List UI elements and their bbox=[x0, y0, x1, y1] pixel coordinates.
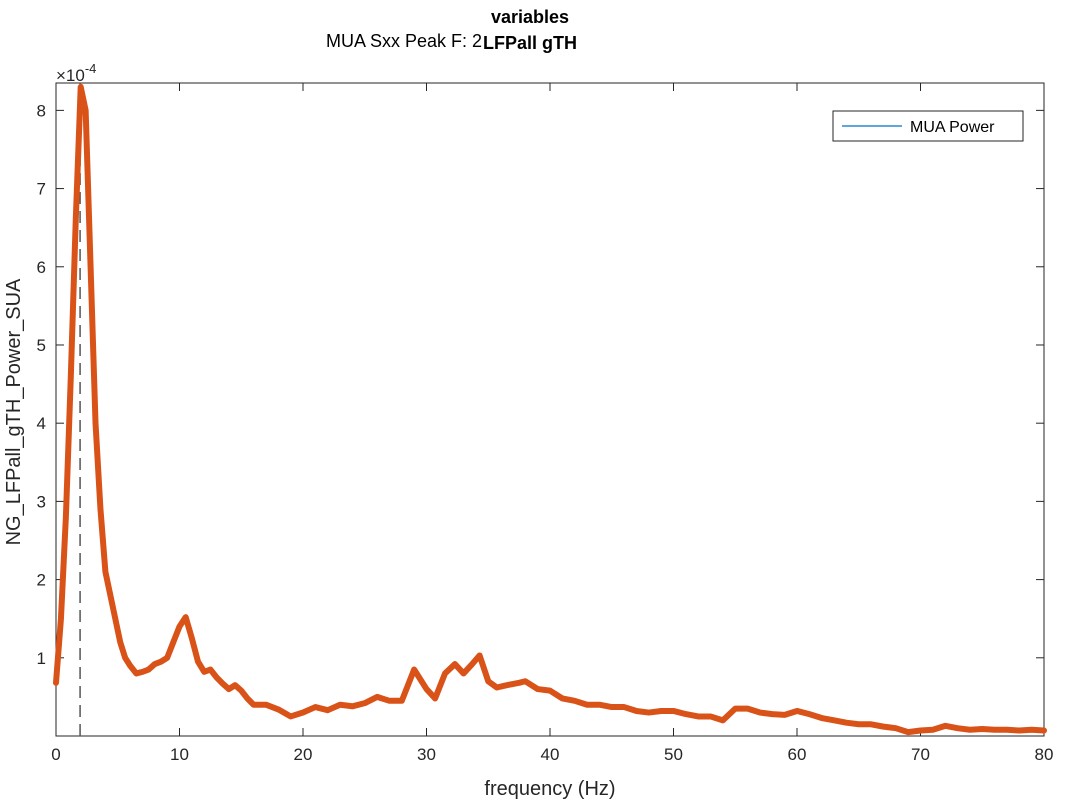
series-line-mua-power bbox=[53, 83, 1047, 736]
plot-area bbox=[55, 82, 1045, 737]
y-tick-label: 2 bbox=[37, 571, 46, 590]
legend: MUA Power bbox=[832, 110, 1024, 142]
x-tick-label: 20 bbox=[294, 745, 313, 764]
y-tick-label: 6 bbox=[37, 258, 46, 277]
x-axis-ticks: 0 10 20 30 40 50 60 70 80 bbox=[51, 83, 1053, 764]
x-tick-label: 40 bbox=[541, 745, 560, 764]
x-tick-label: 60 bbox=[788, 745, 807, 764]
y-exponent-label: ×10-4 bbox=[56, 61, 96, 85]
y-tick-label: 3 bbox=[37, 492, 46, 511]
peak-annotation: MUA Sxx Peak F: 2 bbox=[326, 31, 482, 51]
y-tick-label: 1 bbox=[37, 649, 46, 668]
chart-title-line-2: LFPall gTH bbox=[483, 33, 577, 53]
legend-label-mua-power: MUA Power bbox=[910, 119, 995, 136]
x-tick-label: 10 bbox=[170, 745, 189, 764]
y-tick-label: 5 bbox=[37, 336, 46, 355]
y-exponent-value: -4 bbox=[85, 61, 97, 76]
y-tick-label: 8 bbox=[37, 101, 46, 120]
x-tick-label: 30 bbox=[417, 745, 436, 764]
x-tick-label: 0 bbox=[51, 745, 60, 764]
y-axis-label: NG_LFPall_gTH_Power_SUA bbox=[3, 278, 25, 545]
x-tick-label: 80 bbox=[1035, 745, 1054, 764]
y-tick-label: 4 bbox=[37, 414, 46, 433]
chart-title-line-1: variables bbox=[491, 7, 569, 27]
x-tick-label: 70 bbox=[911, 745, 930, 764]
y-axis-ticks: 1 2 3 4 5 6 7 8 bbox=[37, 101, 1044, 668]
y-tick-label: 7 bbox=[37, 180, 46, 199]
x-tick-label: 50 bbox=[664, 745, 683, 764]
x-axis-label: frequency (Hz) bbox=[484, 778, 615, 800]
